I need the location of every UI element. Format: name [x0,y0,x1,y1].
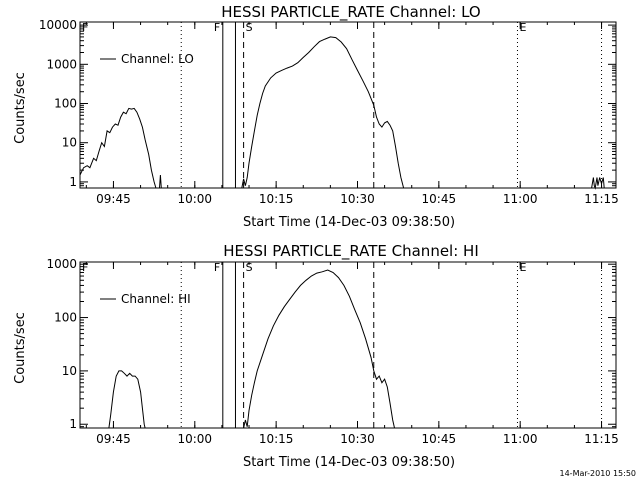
hi-legend-label: Channel: HI [121,292,191,306]
lo-x-tick-label: 10:15 [259,192,294,206]
hi-channel-panel: HESSI PARTICLE_RATE Channel: HI Start Ti… [13,242,619,470]
hi-marker-label: E [519,261,526,274]
lo-marker-label: F [214,21,220,34]
lo-y-tick-label: 1000 [46,57,77,71]
hi-series-line [108,370,146,429]
lo-y-tick-label: 10000 [39,18,77,32]
lo-x-tick-label: 10:30 [340,192,375,206]
hi-y-tick-label: 100 [54,311,77,325]
lo-marker-label: E [519,21,526,34]
hi-x-tick-label: 10:30 [340,432,375,446]
hi-plot-frame [79,261,617,429]
hi-x-tick-label: 10:45 [422,432,457,446]
hi-x-tick-label: 11:15 [584,432,619,446]
hi-y-tick-label: 1000 [46,257,77,271]
date-stamp: 14-Mar-2010 15:50 [560,469,637,478]
lo-series-line [241,36,405,189]
lo-y-tick-label: 10 [62,136,77,150]
hi-marker-label: F [214,261,220,274]
hi-x-tick-label: 11:00 [503,432,538,446]
hi-y-tick-label: 1 [69,417,77,431]
lo-x-tick-label: 11:15 [584,192,619,206]
lo-series-line [79,107,157,189]
lo-series-line [591,177,605,190]
hi-corner-marker-label: F [82,261,88,274]
hi-marker-label: S [246,261,253,274]
lo-legend-label: Channel: LO [121,52,194,66]
hi-series-line [243,269,395,429]
hi-x-tick-label: 09:45 [96,432,131,446]
lo-series-line [159,174,162,189]
hi-y-axis-label: Counts/sec [13,312,28,384]
hi-x-tick-label: 10:15 [259,432,294,446]
lo-x-tick-label: 10:00 [177,192,212,206]
lo-plot-frame [79,21,617,189]
lo-x-tick-label: 09:45 [96,192,131,206]
lo-y-tick-label: 1 [69,175,77,189]
hi-x-tick-label: 10:00 [177,432,212,446]
lo-marker-label: S [246,21,253,34]
lo-chart-title: HESSI PARTICLE_RATE Channel: LO [221,3,480,22]
lo-y-tick-label: 100 [54,97,77,111]
lo-y-axis-label: Counts/sec [13,72,28,144]
hi-y-tick-label: 10 [62,364,77,378]
lo-x-axis-label: Start Time (14-Dec-03 09:38:50) [243,215,455,230]
lo-x-tick-label: 10:45 [422,192,457,206]
hi-x-axis-label: Start Time (14-Dec-03 09:38:50) [243,455,455,470]
lo-corner-marker-label: F [82,21,88,34]
lo-channel-panel: HESSI PARTICLE_RATE Channel: LO Start Ti… [13,3,619,230]
lo-x-tick-label: 11:00 [503,192,538,206]
hi-chart-title: HESSI PARTICLE_RATE Channel: HI [223,242,479,261]
